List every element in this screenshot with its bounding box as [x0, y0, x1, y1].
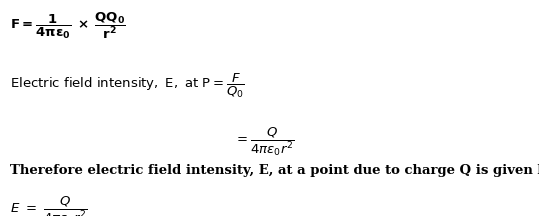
Text: Therefore electric field intensity, E, at a point due to charge Q is given by: Therefore electric field intensity, E, a… [10, 164, 539, 177]
Text: $\mathrm{Electric\ field\ intensity,\ E,\ at\ P} = \dfrac{F}{Q_0}$: $\mathrm{Electric\ field\ intensity,\ E,… [10, 71, 245, 100]
Text: $\mathbf{F{=}\dfrac{1}{4\pi\varepsilon_0}\;\times\;\dfrac{QQ_0}{r^2}}$: $\mathbf{F{=}\dfrac{1}{4\pi\varepsilon_0… [10, 11, 126, 41]
Text: $= \dfrac{Q}{4\pi\varepsilon_0 r^2}$: $= \dfrac{Q}{4\pi\varepsilon_0 r^2}$ [234, 125, 295, 158]
Text: $E\ =\ \dfrac{Q}{4\pi\varepsilon_0 r^2}$: $E\ =\ \dfrac{Q}{4\pi\varepsilon_0 r^2}$ [10, 194, 87, 216]
